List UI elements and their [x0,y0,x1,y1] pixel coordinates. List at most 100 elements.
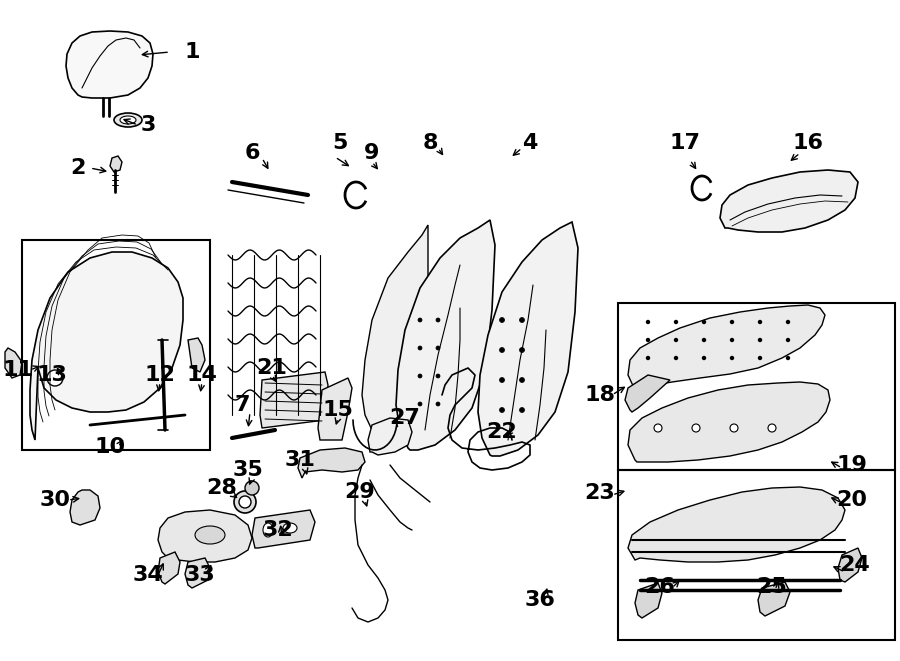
Bar [618,303,895,470]
Circle shape [759,356,761,360]
Polygon shape [298,448,365,478]
Circle shape [500,407,505,412]
Circle shape [646,356,650,360]
Polygon shape [318,378,352,440]
Text: 12: 12 [145,365,176,385]
Polygon shape [628,487,845,562]
Text: 35: 35 [232,460,264,480]
Polygon shape [396,220,495,450]
Circle shape [519,407,525,412]
Text: 25: 25 [757,577,788,597]
Text: 19: 19 [837,455,868,475]
Polygon shape [838,548,862,582]
Text: 13: 13 [37,365,68,385]
Circle shape [519,377,525,383]
Ellipse shape [245,481,259,495]
Circle shape [418,346,422,350]
Polygon shape [758,582,790,616]
Circle shape [674,338,678,342]
Circle shape [703,356,706,360]
Ellipse shape [234,491,256,513]
Polygon shape [66,31,153,98]
Text: 1: 1 [184,42,200,62]
Text: 2: 2 [70,158,86,178]
Text: 9: 9 [364,143,380,163]
Circle shape [731,321,734,323]
Text: 11: 11 [3,360,33,380]
Polygon shape [185,558,210,588]
Text: 17: 17 [670,133,700,153]
Circle shape [768,424,776,432]
Circle shape [500,377,505,383]
Text: 26: 26 [644,577,675,597]
Text: 3: 3 [140,115,156,135]
Polygon shape [30,252,183,440]
Circle shape [418,318,422,322]
Text: 20: 20 [836,490,868,510]
Polygon shape [635,583,662,618]
Circle shape [703,321,706,323]
Bar [22,240,210,450]
Polygon shape [368,418,412,455]
Circle shape [759,338,761,342]
Text: 10: 10 [94,437,126,457]
Polygon shape [70,490,100,525]
Polygon shape [260,372,328,428]
Polygon shape [625,375,670,412]
Ellipse shape [283,523,297,533]
Circle shape [646,338,650,342]
Text: 4: 4 [522,133,537,153]
Text: 29: 29 [345,482,375,502]
Text: 24: 24 [840,555,870,575]
Text: 16: 16 [793,133,824,153]
Circle shape [500,317,505,323]
Circle shape [436,402,440,406]
Text: 15: 15 [322,400,354,420]
Circle shape [731,338,734,342]
Ellipse shape [120,116,136,124]
Circle shape [646,321,650,323]
Text: 33: 33 [184,565,215,585]
Text: 7: 7 [234,395,250,415]
Text: 27: 27 [390,408,420,428]
Ellipse shape [263,523,273,537]
Text: 18: 18 [584,385,616,405]
Polygon shape [628,305,825,390]
Text: 34: 34 [132,565,164,585]
Polygon shape [158,552,180,584]
Ellipse shape [239,496,251,508]
Polygon shape [478,222,578,456]
Circle shape [519,348,525,352]
Circle shape [787,338,789,342]
Circle shape [654,424,662,432]
Text: 23: 23 [585,483,616,503]
Circle shape [787,356,789,360]
Text: 6: 6 [244,143,260,163]
Polygon shape [5,348,22,378]
Circle shape [787,321,789,323]
Circle shape [418,374,422,378]
Text: 31: 31 [284,450,315,470]
Circle shape [436,346,440,350]
Polygon shape [362,225,428,432]
Circle shape [519,317,525,323]
Polygon shape [110,156,122,172]
Polygon shape [720,170,858,232]
Text: 32: 32 [263,520,293,540]
Bar [618,470,895,640]
Circle shape [500,348,505,352]
Circle shape [730,424,738,432]
Circle shape [674,321,678,323]
Text: 14: 14 [186,365,218,385]
Text: 21: 21 [256,358,287,378]
Circle shape [731,356,734,360]
Text: 8: 8 [422,133,437,153]
Circle shape [759,321,761,323]
Circle shape [674,356,678,360]
Circle shape [418,402,422,406]
Polygon shape [628,382,830,462]
Circle shape [692,424,700,432]
Text: 5: 5 [332,133,347,153]
Circle shape [436,318,440,322]
Circle shape [703,338,706,342]
